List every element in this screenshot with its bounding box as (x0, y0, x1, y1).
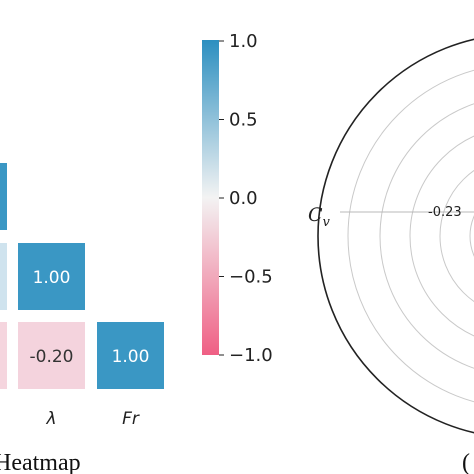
radar-ring-3 (379, 103, 474, 369)
colorbar-tick-label-2: 0.5 (229, 110, 258, 131)
colorbar-tick-label-3: 0.0 (229, 188, 258, 209)
colorbar-tick-label-1: 1.0 (229, 31, 258, 52)
heatmap-cell-r0-c0 (0, 163, 7, 230)
radar-ring-label: -0.23 (428, 205, 462, 220)
radar-axis-label-cv-main: C (308, 204, 323, 226)
radar-outer-frame (317, 38, 474, 434)
heatmap-caption: Heatmap (0, 450, 81, 474)
colorbar: 1.0 0.5 0.0 −0.5 −1.0 (202, 31, 273, 366)
radar-caption: ( (462, 450, 470, 474)
radar-ring-4 (347, 69, 474, 403)
colorbar-tick-label-5: −1.0 (229, 345, 273, 366)
radar-axis-label-cv: Cv (308, 204, 331, 230)
heatmap-cell-r2-c1 (18, 322, 85, 389)
heatmap-x-tick-fr: Fr (122, 409, 140, 429)
heatmap-cell-label-r2-c1: -0.20 (30, 347, 74, 367)
heatmap-cell-r1-c1 (18, 243, 85, 310)
heatmap-cell-r1-c0 (0, 243, 7, 310)
heatmap-cell-label-r1-c1: 1.00 (33, 268, 71, 288)
colorbar-gradient (202, 40, 219, 355)
heatmap-cell-label-r2-c2: 1.00 (112, 347, 150, 367)
radar-ring-0 (469, 215, 474, 257)
heatmap: 1.00 -0.20 1.00 λ Fr Heatmap (0, 163, 164, 474)
radar-chart: -0.23 Cv ( (308, 38, 474, 474)
heatmap-cell-r2-c2 (97, 322, 164, 389)
colorbar-tick-label-4: −0.5 (229, 267, 273, 288)
heatmap-x-tick-lambda: λ (45, 409, 56, 429)
colorbar-ticks (219, 40, 224, 356)
radar-ring-2 (409, 135, 474, 337)
heatmap-cell-r2-c0 (0, 322, 7, 389)
radar-ring-1 (439, 169, 474, 303)
radar-axis-label-cv-sub: v (323, 215, 331, 230)
